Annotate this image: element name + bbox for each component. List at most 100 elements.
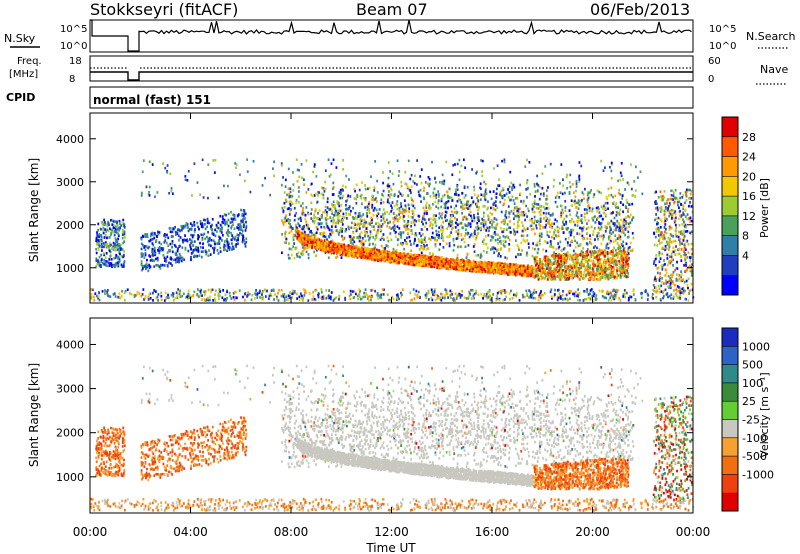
power-cell bbox=[372, 255, 375, 259]
power-cell bbox=[297, 200, 300, 204]
power-cell bbox=[356, 217, 359, 220]
power-cell bbox=[313, 219, 316, 223]
power-cell bbox=[478, 261, 480, 264]
power-cell bbox=[108, 236, 111, 239]
power-cell bbox=[576, 256, 579, 260]
power-cell bbox=[390, 204, 393, 208]
power-cell bbox=[505, 210, 508, 213]
power-cell bbox=[222, 248, 225, 252]
power-cell bbox=[516, 273, 518, 276]
power-cell bbox=[561, 208, 564, 212]
power-cell bbox=[110, 264, 113, 267]
power-cell bbox=[516, 244, 519, 247]
power-cell bbox=[335, 221, 337, 225]
power-cell bbox=[166, 264, 169, 267]
power-cell bbox=[491, 220, 494, 224]
power-cell bbox=[480, 255, 483, 258]
power-cell bbox=[580, 218, 583, 222]
power-cell bbox=[366, 212, 368, 215]
power-cell bbox=[553, 251, 555, 254]
power-cell bbox=[485, 251, 488, 254]
power-cell bbox=[116, 261, 119, 265]
power-cell bbox=[325, 218, 328, 222]
power-cell bbox=[502, 267, 504, 271]
power-cell bbox=[241, 240, 244, 244]
power-cell bbox=[147, 269, 150, 273]
power-cell bbox=[438, 212, 441, 215]
power-cell bbox=[429, 182, 431, 186]
power-cell bbox=[216, 226, 219, 229]
power-cell bbox=[478, 205, 480, 209]
power-cell bbox=[371, 206, 373, 209]
power-cell bbox=[238, 222, 241, 226]
power-cell bbox=[418, 219, 420, 222]
power-cell bbox=[595, 218, 598, 221]
power-cell bbox=[154, 253, 156, 257]
power-cell bbox=[476, 216, 479, 219]
power-cell bbox=[626, 250, 629, 253]
power-cell bbox=[116, 255, 119, 258]
power-cell bbox=[409, 256, 412, 260]
power-cell bbox=[477, 270, 480, 273]
power-cell bbox=[352, 231, 355, 235]
power-cell bbox=[122, 218, 125, 222]
power-cell bbox=[417, 237, 420, 241]
power-cell bbox=[201, 222, 204, 226]
power-cell bbox=[495, 268, 497, 272]
power-cell bbox=[121, 248, 124, 251]
power-cell bbox=[223, 218, 226, 222]
power-cell bbox=[475, 236, 478, 240]
power-cell bbox=[494, 247, 497, 251]
power-cell bbox=[443, 262, 446, 265]
power-cell bbox=[287, 253, 290, 257]
power-cell bbox=[564, 199, 567, 203]
power-cell bbox=[415, 233, 418, 237]
power-cell bbox=[478, 270, 481, 273]
power-cell bbox=[235, 243, 238, 246]
power-cell bbox=[528, 270, 530, 274]
power-cell bbox=[332, 185, 335, 189]
power-cell bbox=[590, 225, 593, 229]
power-cell bbox=[340, 245, 343, 248]
power-cell bbox=[585, 208, 587, 211]
power-cell bbox=[168, 261, 170, 265]
power-cell bbox=[174, 230, 177, 234]
power-cell bbox=[444, 262, 447, 265]
power-cell bbox=[366, 256, 369, 259]
power-cell bbox=[616, 237, 619, 240]
power-cell bbox=[485, 242, 488, 246]
power-cell bbox=[568, 230, 571, 234]
freq-trace bbox=[90, 71, 693, 81]
power-cell bbox=[607, 221, 610, 225]
power-cell bbox=[521, 271, 523, 275]
power-cell bbox=[446, 206, 449, 210]
power-cell bbox=[300, 219, 303, 222]
power-cell bbox=[174, 258, 177, 261]
power-cell bbox=[307, 245, 310, 248]
power-cell bbox=[621, 197, 624, 200]
power-cell bbox=[98, 245, 101, 248]
power-cell bbox=[578, 232, 581, 236]
power-cell bbox=[619, 201, 622, 204]
power-cell bbox=[414, 257, 416, 260]
power-cell bbox=[518, 215, 520, 219]
power-cell bbox=[361, 202, 363, 206]
power-cell bbox=[245, 237, 248, 241]
power-cell bbox=[583, 212, 586, 216]
power-cell bbox=[350, 241, 352, 245]
power-cell bbox=[317, 238, 320, 241]
power-cell bbox=[420, 254, 423, 257]
power-cell bbox=[608, 231, 611, 234]
power-cell bbox=[356, 193, 359, 197]
power-cell bbox=[289, 222, 292, 226]
power-cell bbox=[189, 222, 192, 225]
power-cell bbox=[284, 230, 287, 234]
power-cell bbox=[232, 213, 235, 217]
power-cell bbox=[404, 241, 407, 245]
power-cell bbox=[367, 187, 369, 191]
power-cell bbox=[425, 192, 428, 195]
power-cell bbox=[333, 251, 335, 255]
power-cell bbox=[183, 238, 186, 242]
power-cell bbox=[148, 245, 151, 249]
power-cell bbox=[400, 258, 402, 261]
